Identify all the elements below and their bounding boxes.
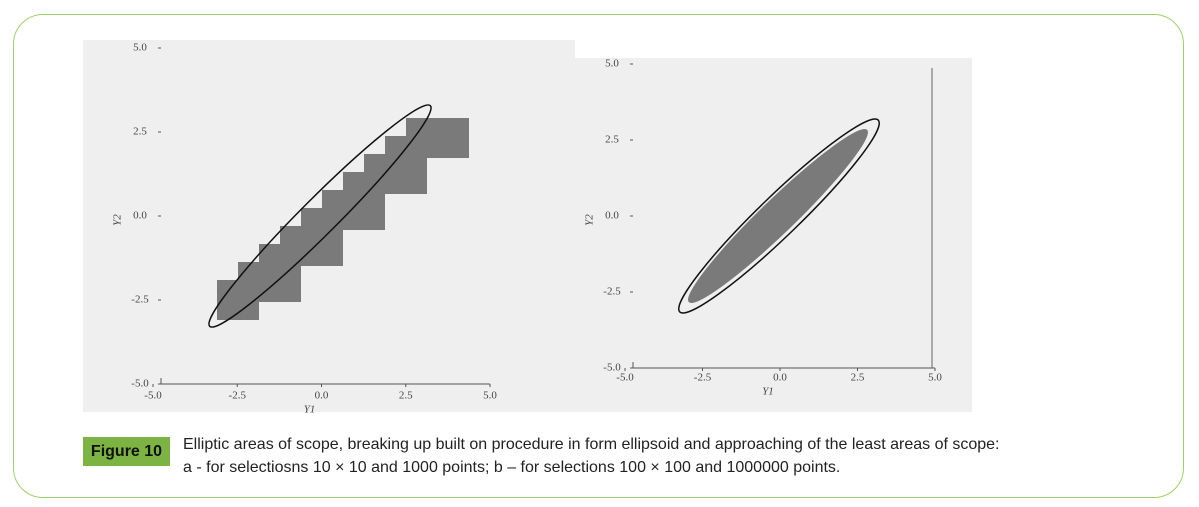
figure-label: Figure 10 bbox=[83, 437, 170, 466]
x-tick-label: 5.0 bbox=[483, 390, 497, 402]
y-tick-label: 0.0 bbox=[605, 210, 619, 222]
caption-line: a - for selectiosns 10 × 10 and 1000 poi… bbox=[183, 459, 841, 476]
caption-line: Elliptic areas of scope, breaking up bui… bbox=[183, 436, 1000, 453]
y-tick-label: -5.0 bbox=[131, 378, 149, 390]
y-tick-label: 2.5 bbox=[133, 126, 147, 138]
y-axis-label: Y2 bbox=[584, 214, 596, 226]
x-tick-label: -2.5 bbox=[229, 390, 247, 402]
x-tick-label: -2.5 bbox=[694, 372, 712, 384]
x-axis-label: Y1 bbox=[762, 386, 774, 398]
x-axis-label: Y1 bbox=[304, 404, 316, 416]
x-tick-label: -5.0 bbox=[616, 372, 634, 384]
y-tick-label: 5.0 bbox=[605, 58, 619, 70]
x-tick-label: 5.0 bbox=[928, 372, 942, 384]
x-tick-label: 2.5 bbox=[851, 372, 865, 384]
cell bbox=[406, 118, 469, 158]
x-tick-label: -5.0 bbox=[144, 390, 162, 402]
ellipse bbox=[208, 104, 432, 328]
x-tick-label: 0.0 bbox=[773, 372, 787, 384]
y-tick-label: -2.5 bbox=[131, 294, 149, 306]
point-cloud bbox=[688, 128, 868, 304]
y-tick-label: -5.0 bbox=[603, 362, 621, 374]
y-tick-label: 0.0 bbox=[133, 210, 147, 222]
y-tick-label: 5.0 bbox=[133, 42, 147, 54]
figure-frame bbox=[13, 14, 1184, 498]
y-tick-label: 2.5 bbox=[605, 134, 619, 146]
ellipse bbox=[678, 118, 880, 314]
x-tick-label: 2.5 bbox=[399, 390, 413, 402]
x-tick-label: 0.0 bbox=[315, 390, 329, 402]
y-axis-label: Y2 bbox=[112, 214, 124, 226]
y-tick-label: -2.5 bbox=[603, 286, 621, 298]
